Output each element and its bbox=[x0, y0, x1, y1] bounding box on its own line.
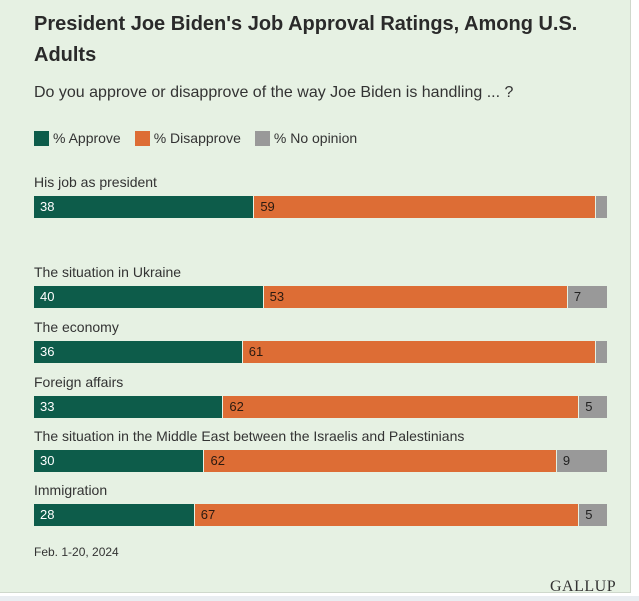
data-label-approve: 28 bbox=[40, 507, 55, 522]
bar-row: 40 53 7 bbox=[34, 286, 608, 308]
bar-segment-no-opinion bbox=[596, 341, 608, 363]
legend-swatch-disapprove bbox=[134, 130, 150, 146]
legend-label-approve: % Approve bbox=[53, 130, 121, 146]
data-label-no-opinion: 5 bbox=[585, 507, 593, 522]
bar-segment-disapprove: 67 bbox=[194, 504, 580, 526]
row-label: The economy bbox=[34, 319, 119, 335]
bar-row: 30 62 9 bbox=[34, 450, 608, 472]
row-label: His job as president bbox=[34, 174, 157, 190]
data-label-approve: 33 bbox=[40, 399, 55, 414]
legend-item-approve: % Approve bbox=[34, 130, 121, 146]
legend-swatch-no-opinion bbox=[254, 130, 270, 146]
data-label-approve: 40 bbox=[40, 289, 55, 304]
row-label: Foreign affairs bbox=[34, 374, 124, 390]
legend-label-no-opinion: % No opinion bbox=[273, 130, 358, 146]
data-label-approve: 38 bbox=[40, 199, 55, 214]
data-label-disapprove: 67 bbox=[200, 507, 216, 522]
bar-row: 36 61 bbox=[34, 341, 608, 363]
bottom-strip bbox=[0, 596, 639, 601]
bar-row: 28 67 5 bbox=[34, 504, 608, 526]
bar-segment-approve: 38 bbox=[34, 196, 255, 218]
bar-segment-disapprove: 59 bbox=[254, 196, 597, 218]
bar-segment-disapprove: 61 bbox=[242, 341, 597, 363]
chart-card: President Joe Biden's Job Approval Ratin… bbox=[0, 0, 631, 595]
data-label-disapprove: 62 bbox=[229, 399, 244, 414]
bar-segment-no-opinion: 9 bbox=[556, 450, 608, 472]
legend-swatch-approve bbox=[34, 130, 49, 146]
bar-segment-approve: 30 bbox=[34, 450, 205, 472]
data-label-approve: 36 bbox=[40, 344, 55, 359]
bar-row: 33 62 5 bbox=[34, 396, 608, 418]
row-label: The situation in the Middle East between… bbox=[34, 428, 465, 444]
data-label-no-opinion: 7 bbox=[573, 289, 582, 304]
bar-segment-disapprove: 62 bbox=[204, 450, 557, 472]
bar-segment-approve: 40 bbox=[34, 286, 264, 308]
bar-segment-approve: 36 bbox=[34, 341, 243, 363]
bar-segment-no-opinion: 5 bbox=[579, 396, 608, 418]
bar-row: 38 59 bbox=[34, 196, 608, 218]
data-label-disapprove: 59 bbox=[260, 199, 275, 214]
data-label-no-opinion: 5 bbox=[585, 399, 593, 414]
bar-segment-disapprove: 53 bbox=[263, 286, 568, 308]
bar-segment-no-opinion: 7 bbox=[567, 286, 608, 308]
chart-subtitle: Do you approve or disapprove of the way … bbox=[34, 84, 514, 101]
bar-segment-approve: 28 bbox=[34, 504, 195, 526]
row-label: Immigration bbox=[34, 482, 108, 498]
legend-label-disapprove: % Disapprove bbox=[153, 130, 241, 146]
bar-segment-no-opinion: 5 bbox=[579, 504, 608, 526]
legend-item-no-opinion: % No opinion bbox=[254, 130, 358, 146]
footnote: Feb. 1-20, 2024 bbox=[34, 545, 119, 559]
data-label-approve: 30 bbox=[40, 453, 55, 468]
legend-item-disapprove: % Disapprove bbox=[134, 130, 241, 146]
row-label: The situation in Ukraine bbox=[34, 264, 182, 280]
bar-segment-disapprove: 62 bbox=[223, 396, 580, 418]
bar-segment-approve: 33 bbox=[34, 396, 224, 418]
gallup-logo: GALLUP bbox=[550, 578, 617, 595]
legend: % Approve % Disapprove % No opinion bbox=[34, 130, 371, 146]
data-label-disapprove: 53 bbox=[269, 289, 285, 304]
data-label-disapprove: 62 bbox=[210, 453, 225, 468]
data-label-disapprove: 61 bbox=[248, 344, 264, 359]
chart-title: President Joe Biden's Job Approval Ratin… bbox=[34, 13, 578, 66]
data-label-no-opinion: 9 bbox=[562, 453, 571, 468]
bar-segment-no-opinion bbox=[596, 196, 608, 218]
